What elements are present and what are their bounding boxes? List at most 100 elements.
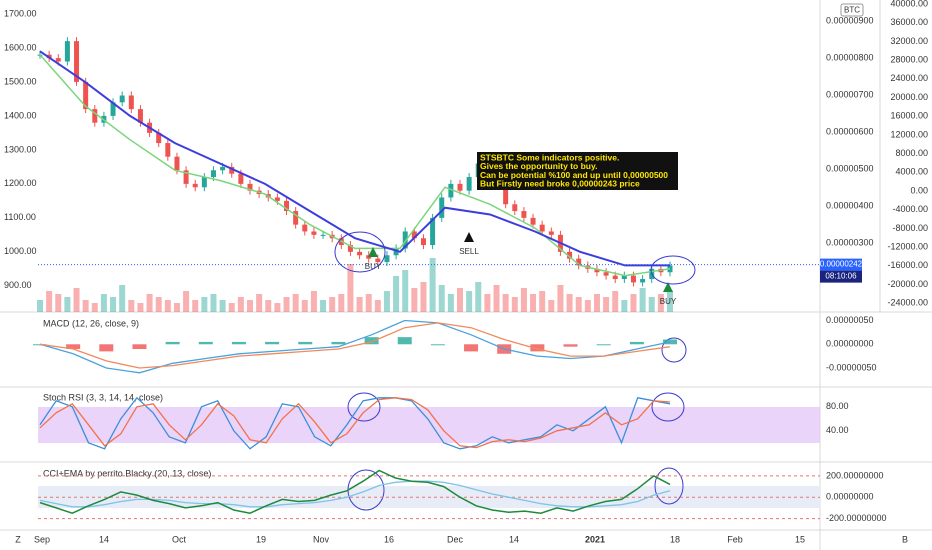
y-tick-label: 40000.00 bbox=[890, 0, 928, 8]
signal-label: SELL bbox=[459, 247, 479, 256]
indicator-title: MACD (12, 26, close, 9) bbox=[43, 318, 139, 328]
volume-bar bbox=[347, 264, 354, 312]
x-tick-label: Sep bbox=[34, 534, 50, 544]
macd-histogram bbox=[464, 344, 479, 352]
y-tick-label: 80.00 bbox=[826, 401, 849, 411]
volume-bar bbox=[55, 294, 62, 312]
macd-histogram bbox=[629, 341, 644, 345]
currency-badge[interactable] bbox=[840, 3, 864, 17]
macd-histogram bbox=[364, 337, 379, 345]
volume-bar bbox=[173, 303, 180, 312]
corner-button[interactable]: Z bbox=[15, 534, 21, 544]
volume-bar bbox=[73, 288, 80, 312]
candle bbox=[393, 248, 399, 256]
volume-bar bbox=[110, 297, 117, 312]
volume-bar bbox=[530, 294, 537, 312]
candle bbox=[548, 231, 554, 235]
volume-bar bbox=[283, 297, 290, 312]
macd-histogram bbox=[430, 344, 445, 346]
volume-bar bbox=[146, 294, 153, 312]
candle bbox=[210, 170, 216, 178]
candle bbox=[357, 251, 363, 256]
y-tick-label: 16000.00 bbox=[890, 111, 928, 121]
candle bbox=[238, 173, 244, 184]
y-tick-label: 0.00000000 bbox=[826, 492, 874, 502]
candle bbox=[521, 211, 527, 218]
y-tick-label: 1200.00 bbox=[4, 178, 37, 188]
candle bbox=[503, 183, 509, 205]
y-tick-label: 0.00000050 bbox=[826, 315, 874, 325]
candle bbox=[630, 275, 636, 283]
candle bbox=[201, 177, 207, 188]
candle bbox=[375, 258, 381, 263]
x-tick-label: Feb bbox=[727, 534, 743, 544]
y-tick-label: 200.00000000 bbox=[826, 470, 884, 480]
indicator-line bbox=[39, 480, 671, 508]
x-tick-label: 14 bbox=[99, 534, 109, 544]
y-tick-label: 0.00000800 bbox=[826, 52, 874, 62]
y-tick-label: -16000.00 bbox=[887, 260, 928, 270]
note-line: Gives the opportunity to buy. bbox=[480, 161, 597, 171]
candle bbox=[512, 204, 518, 212]
volume-bar bbox=[210, 294, 217, 312]
y-tick-label: 4000.00 bbox=[895, 167, 928, 177]
y-tick-label: 1400.00 bbox=[4, 110, 37, 120]
annotation-circle bbox=[651, 392, 685, 422]
volume-bar bbox=[82, 300, 89, 312]
y-tick-label: 0.00000400 bbox=[826, 201, 874, 211]
y-tick-label: 0.00000500 bbox=[826, 164, 874, 174]
candle bbox=[284, 200, 290, 212]
candle bbox=[74, 41, 80, 82]
volume-bar bbox=[219, 300, 226, 312]
candle bbox=[567, 251, 573, 259]
volume-bar bbox=[356, 297, 363, 312]
volume-bar bbox=[183, 291, 190, 312]
y-tick-label: -8000.00 bbox=[892, 223, 928, 233]
volume-bar bbox=[502, 294, 509, 312]
candle bbox=[603, 272, 609, 276]
y-tick-label: -24000.00 bbox=[887, 298, 928, 308]
candle bbox=[229, 166, 235, 174]
candle bbox=[612, 275, 618, 280]
volume-bar bbox=[383, 291, 390, 312]
annotation-circle bbox=[654, 467, 684, 505]
candle bbox=[302, 224, 308, 232]
volume-bar bbox=[365, 294, 372, 312]
currency-text: BTC bbox=[844, 6, 860, 15]
volume-bar bbox=[320, 300, 327, 312]
x-tick-label: Nov bbox=[313, 534, 330, 544]
volume-bar bbox=[493, 285, 500, 312]
note-line: Can be potential %100 and up until 0,000… bbox=[480, 170, 668, 180]
macd-histogram bbox=[331, 341, 346, 345]
corner-button[interactable]: B bbox=[902, 534, 908, 544]
y-tick-label: 32000.00 bbox=[890, 36, 928, 46]
candle bbox=[92, 109, 98, 123]
volume-bar bbox=[429, 258, 436, 312]
macd-histogram bbox=[596, 344, 611, 346]
x-tick-label: 16 bbox=[384, 534, 394, 544]
candle bbox=[274, 197, 280, 201]
annotation-circle bbox=[334, 231, 386, 273]
volume-bar bbox=[648, 297, 655, 312]
volume-bar bbox=[438, 285, 445, 312]
y-tick-label: 1000.00 bbox=[4, 246, 37, 256]
volume-bar bbox=[566, 294, 573, 312]
candle bbox=[220, 166, 226, 171]
volume-bar bbox=[420, 282, 427, 312]
volume-bar bbox=[192, 300, 199, 312]
signal-label: BUY bbox=[660, 297, 677, 306]
y-tick-label: 40.00 bbox=[826, 425, 849, 435]
volume-bar bbox=[228, 303, 235, 312]
candle bbox=[83, 81, 89, 110]
volume-bar bbox=[155, 297, 162, 312]
candle bbox=[576, 258, 582, 266]
volume-bar bbox=[91, 303, 98, 312]
volume-bar bbox=[557, 285, 564, 312]
volume-bar bbox=[402, 270, 409, 312]
note-box bbox=[477, 152, 678, 190]
stoch-band bbox=[38, 407, 820, 443]
signal-label: BUY bbox=[365, 262, 382, 271]
y-tick-label: 24000.00 bbox=[890, 73, 928, 83]
macd-histogram bbox=[66, 344, 81, 350]
volume-bar bbox=[247, 300, 253, 312]
